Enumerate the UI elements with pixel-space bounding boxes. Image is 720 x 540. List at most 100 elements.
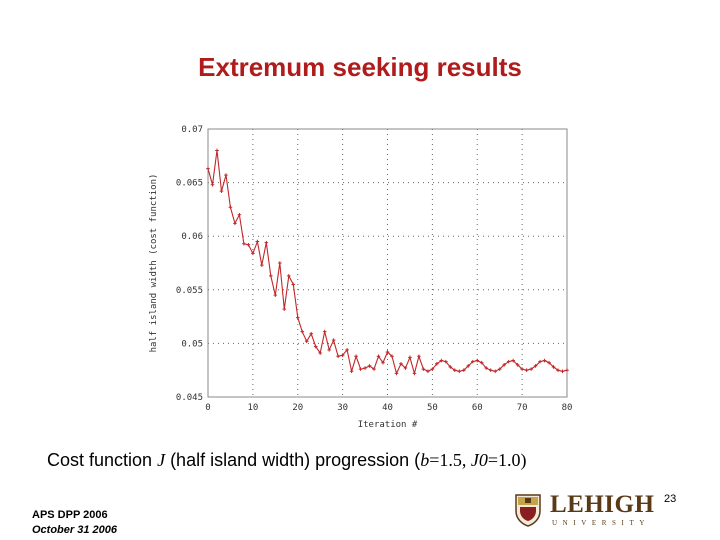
- data-point: [381, 360, 385, 365]
- data-point: [421, 367, 426, 371]
- footer: APS DPP 2006 October 31 2006: [32, 508, 117, 538]
- y-tick-label: 0.06: [181, 232, 203, 242]
- data-point: [502, 363, 506, 367]
- data-point: [511, 358, 515, 363]
- y-tick-label: 0.065: [176, 179, 203, 189]
- data-point: [565, 368, 569, 372]
- conference-date: October 31 2006: [32, 524, 117, 536]
- data-point: [242, 241, 246, 246]
- x-tick-label: 60: [472, 403, 483, 413]
- data-point: [215, 148, 219, 153]
- lehigh-logo: LEHIGH UNIVERSITY: [514, 490, 654, 530]
- data-point: [430, 367, 435, 371]
- cost-function-chart: 0 10 20 30 40 50 60 70 80 0.045 0.05 0.055 0.06 0.06…: [149, 125, 572, 430]
- x-axis-ticks: 0 10 20 30 40 50 60 70 80: [205, 403, 572, 413]
- series-points: [206, 148, 569, 376]
- data-point: [385, 350, 390, 354]
- data-point: [255, 239, 260, 244]
- data-point: [295, 315, 300, 320]
- data-point: [426, 369, 430, 374]
- data-point: [493, 369, 497, 374]
- data-point: [376, 354, 381, 359]
- data-point: [237, 212, 242, 217]
- data-point: [251, 251, 255, 256]
- data-point: [506, 359, 511, 364]
- data-point: [300, 329, 305, 334]
- data-point: [282, 307, 287, 311]
- data-point: [309, 331, 314, 336]
- y-tick-label: 0.055: [176, 286, 203, 296]
- data-point: [363, 366, 367, 370]
- data-point: [515, 363, 520, 367]
- figure-caption: Cost function J (half island width) prog…: [47, 450, 527, 471]
- x-tick-label: 10: [247, 403, 258, 413]
- data-point: [542, 358, 547, 363]
- data-point: [448, 365, 453, 369]
- data-point: [466, 364, 471, 368]
- slide-title: Extremum seeking results: [198, 52, 522, 82]
- data-point: [331, 338, 336, 342]
- data-point: [260, 263, 264, 267]
- data-point: [417, 354, 421, 359]
- caption-b-symbol: b: [420, 450, 430, 470]
- data-point: [264, 240, 269, 245]
- x-tick-label: 20: [292, 403, 303, 413]
- data-point: [403, 366, 408, 370]
- caption-prefix: Cost function: [47, 450, 158, 470]
- y-tick-label: 0.07: [181, 125, 203, 135]
- x-tick-label: 80: [562, 403, 573, 413]
- plot-frame: [207, 128, 568, 398]
- data-point: [269, 274, 273, 278]
- y-tick-label: 0.045: [176, 393, 203, 403]
- data-point: [556, 368, 560, 372]
- data-point: [412, 371, 417, 376]
- data-point: [547, 360, 551, 365]
- y-tick-label: 0.05: [181, 339, 203, 349]
- data-point: [228, 205, 233, 210]
- x-tick-label: 70: [517, 403, 528, 413]
- x-tick-label: 50: [427, 403, 438, 413]
- y-axis-ticks: 0.045 0.05 0.055 0.06 0.065 0.07: [176, 125, 203, 403]
- data-point: [461, 368, 466, 372]
- data-point: [273, 293, 278, 297]
- data-point: [336, 354, 340, 359]
- y-axis-label: half island width (cost function): [149, 174, 159, 353]
- x-tick-label: 0: [205, 403, 210, 413]
- data-point: [349, 369, 354, 374]
- data-point: [520, 367, 524, 371]
- data-point: [538, 359, 542, 364]
- logo-wordmark: LEHIGH: [550, 491, 655, 518]
- caption-middle: (half island width) progression (: [165, 450, 421, 470]
- data-point: [327, 348, 331, 352]
- data-point: [488, 368, 493, 372]
- data-point: [533, 364, 538, 368]
- x-tick-label: 40: [382, 403, 393, 413]
- data-point: [367, 364, 372, 368]
- data-point: [435, 361, 439, 366]
- data-point: [399, 361, 403, 366]
- data-point: [345, 348, 349, 352]
- data-point: [529, 367, 533, 371]
- logo-subtitle: UNIVERSITY: [552, 519, 650, 527]
- data-point: [497, 367, 502, 371]
- data-point: [560, 369, 565, 374]
- page-number: 23: [664, 493, 677, 505]
- data-point: [408, 355, 412, 360]
- caption-j0-symbol: J0: [470, 450, 488, 470]
- data-point: [318, 351, 322, 355]
- data-point: [206, 166, 210, 171]
- data-point: [453, 368, 457, 372]
- data-point: [470, 359, 475, 364]
- conference-name: APS DPP 2006: [32, 509, 108, 521]
- data-point: [278, 261, 282, 265]
- data-point: [457, 369, 462, 374]
- caption-j0-value: =1.0): [487, 450, 527, 470]
- data-point: [479, 360, 484, 365]
- caption-b-value: =1.5,: [429, 450, 471, 470]
- data-point: [394, 371, 399, 376]
- data-point: [484, 366, 489, 370]
- data-point: [233, 221, 237, 226]
- data-point: [439, 358, 444, 363]
- data-point: [322, 329, 327, 334]
- data-point: [340, 353, 345, 357]
